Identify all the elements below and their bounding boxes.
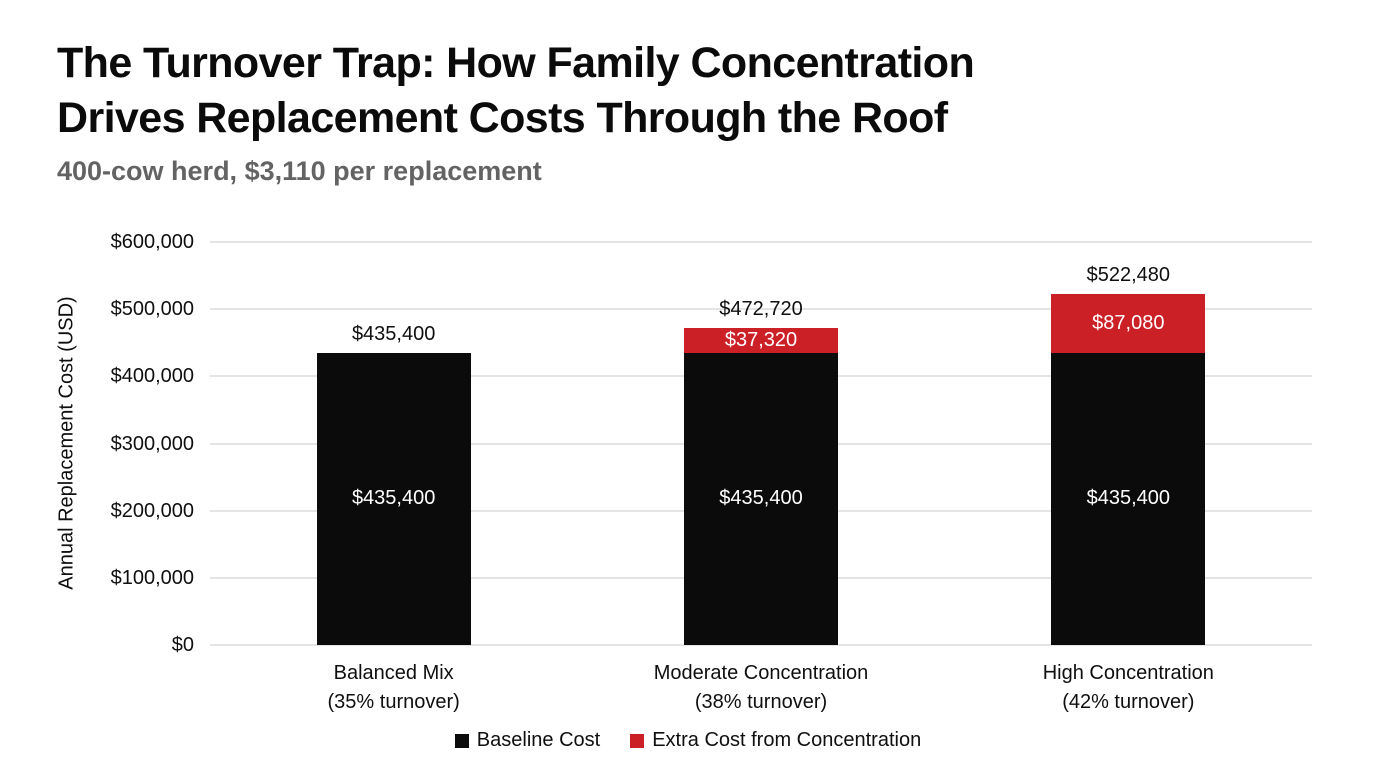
bar-value-label: $37,320	[724, 328, 798, 351]
gridline	[210, 644, 1312, 646]
bar-value-label: $87,080	[1092, 311, 1165, 334]
x-axis-label: High Concentration (42% turnover)	[958, 659, 1298, 717]
legend-item: Extra Cost from Concentration	[630, 729, 921, 752]
chart-title-line-1: The Turnover Trap: How Family Concentrat…	[57, 39, 975, 87]
bar-segment-baseline: $435,400	[316, 352, 471, 645]
bar-value-label: $435,400	[1086, 487, 1171, 510]
legend-label: Extra Cost from Concentration	[652, 729, 922, 751]
legend-swatch-baseline-cost	[454, 733, 469, 748]
y-tick-label: $200,000	[110, 499, 194, 522]
bar-total-label: $435,400	[351, 322, 436, 345]
x-axis-label-line: (35% turnover)	[327, 691, 460, 713]
x-axis-label: Balanced Mix (35% turnover)	[224, 659, 564, 717]
chart-title: The Turnover Trap: How Family Concentrat…	[57, 36, 975, 146]
y-tick-label: $400,000	[110, 365, 194, 388]
bar-segment-extra: $87,080	[1051, 294, 1206, 353]
bar-total-label: $522,480	[1086, 264, 1171, 287]
chart-header: The Turnover Trap: How Family Concentrat…	[57, 36, 975, 187]
legend: Baseline Cost Extra Cost from Concentrati…	[0, 729, 1376, 752]
legend-item: Baseline Cost	[454, 729, 601, 752]
chart-subtitle: 400-cow herd, $3,110 per replacement	[57, 156, 542, 186]
y-tick-label: $300,000	[110, 432, 194, 455]
x-axis-label-line: (42% turnover)	[1062, 691, 1195, 713]
plot-area: $0 $100,000 $200,000 $300,000 $400,000 $500,0…	[111, 231, 1312, 713]
bar-segment-extra: $37,320	[684, 327, 838, 353]
x-axis-label-line: High Concentration	[1042, 662, 1214, 684]
legend-label: Baseline Cost	[476, 729, 601, 751]
y-tick-label: $0	[171, 634, 194, 656]
y-tick-label: $100,000	[110, 566, 194, 589]
bar-segment-baseline: $435,400	[684, 352, 838, 645]
y-axis-title: Annual Replacement Cost (USD)	[55, 296, 78, 590]
gridline	[210, 241, 1312, 243]
bar-segment-baseline: $435,400	[1051, 352, 1206, 645]
y-tick-label: $500,000	[110, 298, 194, 321]
bar-value-label: $435,400	[719, 487, 803, 510]
x-axis-label-line: Balanced Mix	[333, 662, 454, 684]
y-tick-label: $600,000	[110, 231, 194, 253]
chart-title-line-2: Drives Replacement Costs Through the Roo…	[57, 94, 948, 142]
legend-swatch-extra-cost-from-concentration	[630, 733, 645, 748]
x-axis-label-line: (38% turnover)	[694, 691, 828, 713]
bar-total-label: $472,720	[719, 297, 803, 320]
gridline	[210, 308, 1312, 311]
x-axis-label: Moderate Concentration (38% turnover)	[591, 659, 931, 717]
bar-value-label: $435,400	[351, 487, 436, 510]
x-axis-label-line: Moderate Concentration	[653, 662, 869, 684]
